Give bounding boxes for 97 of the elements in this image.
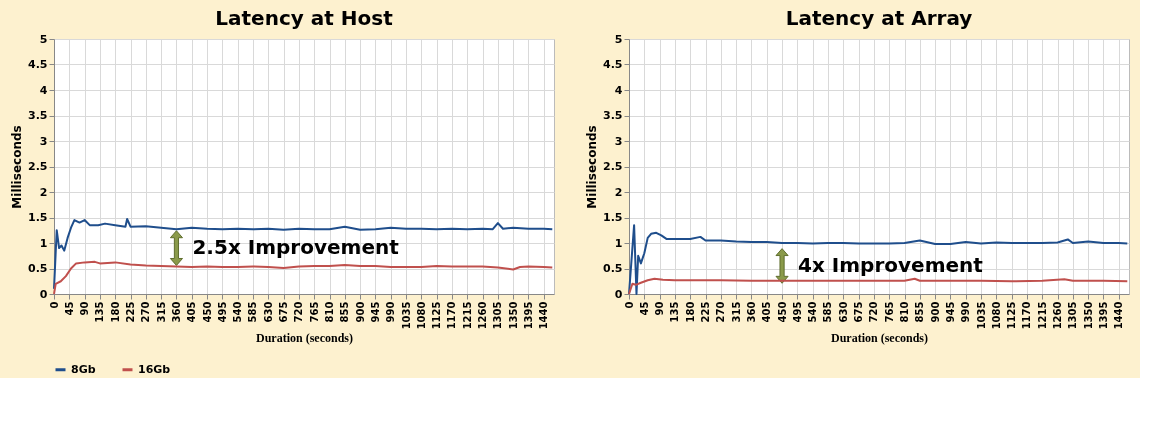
y-tick-label: 0.5: [28, 262, 48, 275]
x-tick-label: 945: [944, 301, 956, 323]
x-tick-label: 180: [684, 301, 696, 323]
x-tick-label: 675: [278, 301, 290, 323]
x-tick-label: 135: [94, 301, 106, 323]
x-tick-label: 1170: [446, 301, 458, 330]
legend-label: 8Gb: [71, 362, 96, 376]
x-axis-title: Duration (seconds): [255, 331, 354, 346]
y-tick-label: 1.5: [28, 211, 48, 224]
x-tick-label: 585: [822, 301, 834, 323]
x-tick-label: 315: [155, 301, 167, 323]
x-tick-label: 450: [776, 301, 788, 323]
legend-label: 16Gb: [138, 362, 171, 376]
x-tick-label: 45: [63, 301, 75, 316]
x-tick-label: 1440: [1113, 301, 1125, 330]
y-tick-label: 4.5: [603, 58, 623, 71]
x-tick-label: 90: [654, 301, 666, 316]
y-axis-title: Milliseconds: [585, 125, 600, 209]
x-tick-label: 1170: [1021, 301, 1033, 330]
x-tick-label: 405: [761, 301, 773, 323]
y-tick-label: 4: [614, 83, 623, 97]
y-tick-label: 2: [614, 185, 623, 199]
chart-title: Latency at Host: [215, 6, 394, 30]
y-axis-title: Milliseconds: [10, 125, 25, 209]
y-tick-label: 3: [39, 134, 48, 148]
x-tick-label: 810: [324, 301, 336, 323]
x-tick-label: 1035: [975, 301, 987, 330]
y-tick-label: 0.5: [603, 262, 623, 275]
x-tick-label: 630: [262, 301, 274, 323]
x-tick-label: 900: [929, 301, 941, 323]
y-tick-label: 5: [39, 32, 48, 46]
x-tick-label: 630: [837, 301, 849, 323]
chart-title: Latency at Array: [785, 6, 973, 30]
x-tick-label: 45: [638, 301, 650, 316]
y-tick-label: 4: [39, 83, 48, 97]
x-tick-label: 1080: [415, 301, 427, 330]
x-tick-label: 990: [960, 301, 972, 323]
x-tick-label: 540: [232, 301, 244, 323]
y-tick-label: 3.5: [603, 109, 623, 122]
x-tick-label: 270: [715, 301, 727, 323]
y-tick-label: 2.5: [603, 160, 623, 173]
x-tick-label: 540: [807, 301, 819, 323]
x-tick-label: 1350: [507, 301, 519, 330]
x-tick-label: 765: [883, 301, 895, 323]
x-tick-label: 1350: [1082, 301, 1094, 330]
x-tick-label: 1440: [538, 301, 550, 330]
annotation: 2.5x Improvement: [192, 235, 400, 260]
x-tick-label: 1215: [1036, 301, 1048, 330]
x-tick-label: 765: [308, 301, 320, 323]
x-tick-label: 1305: [492, 301, 504, 330]
y-tick-label: 3: [614, 134, 623, 148]
x-tick-label: 675: [853, 301, 865, 323]
y-tick-label: 2.5: [28, 160, 48, 173]
x-tick-label: 495: [216, 301, 228, 323]
x-tick-label: 1305: [1067, 301, 1079, 330]
y-tick-label: 5: [614, 32, 623, 46]
x-tick-label: 360: [170, 301, 182, 323]
annotation: 4x Improvement: [798, 252, 984, 277]
x-tick-label: 900: [354, 301, 366, 323]
x-tick-label: 360: [745, 301, 757, 323]
line-series: [53, 218, 554, 290]
x-tick-label: 990: [385, 301, 397, 323]
x-tick-label: 1395: [522, 301, 534, 330]
x-tick-label: 495: [791, 301, 803, 323]
x-tick-label: 1080: [990, 301, 1002, 330]
x-tick-label: 1125: [1006, 301, 1018, 330]
x-tick-label: 1260: [1052, 301, 1064, 330]
x-tick-label: 0: [48, 301, 60, 309]
x-tick-label: 1125: [431, 301, 443, 330]
x-tick-label: 405: [186, 301, 198, 323]
x-tick-label: 1035: [400, 301, 412, 330]
x-tick-label: 855: [339, 301, 351, 323]
x-tick-label: 945: [369, 301, 381, 323]
x-tick-label: 315: [730, 301, 742, 323]
x-tick-label: 855: [914, 301, 926, 323]
x-tick-label: 1395: [1097, 301, 1109, 330]
y-tick-label: 1: [39, 236, 48, 250]
x-axis-title: Duration (seconds): [830, 331, 929, 346]
x-tick-label: 180: [109, 301, 121, 323]
x-tick-label: 0: [623, 301, 635, 309]
x-tick-label: 1260: [477, 301, 489, 330]
x-tick-label: 90: [79, 301, 91, 316]
y-tick-label: 2: [39, 185, 48, 199]
y-tick-label: 3.5: [28, 109, 48, 122]
x-tick-label: 225: [125, 301, 137, 323]
x-tick-label: 450: [201, 301, 213, 323]
x-tick-label: 135: [669, 301, 681, 323]
x-tick-label: 720: [868, 301, 880, 323]
x-tick-label: 225: [700, 301, 712, 323]
y-tick-label: 1.5: [603, 211, 623, 224]
x-tick-label: 270: [140, 301, 152, 323]
x-tick-label: 720: [293, 301, 305, 323]
x-tick-label: 1215: [461, 301, 473, 330]
y-tick-label: 1: [614, 236, 623, 250]
y-tick-label: 4.5: [28, 58, 48, 71]
x-tick-label: 810: [899, 301, 911, 323]
x-tick-label: 585: [247, 301, 259, 323]
